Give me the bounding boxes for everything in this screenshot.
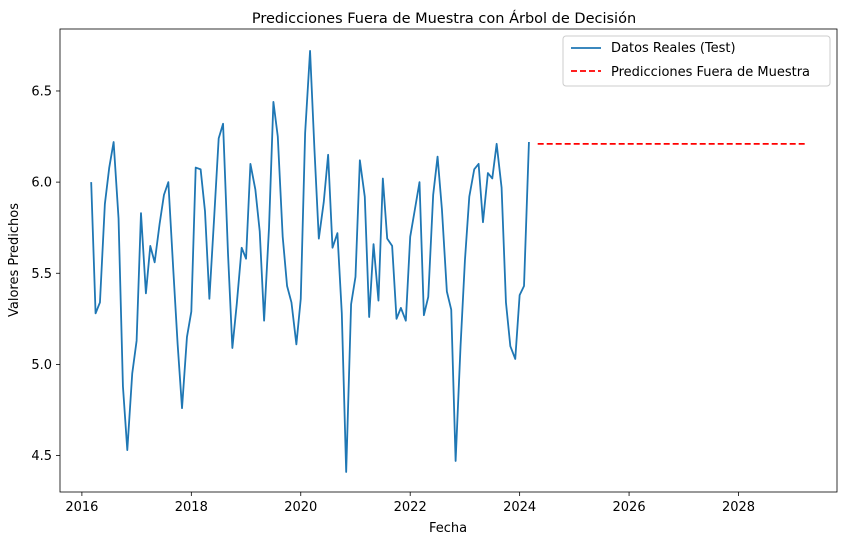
series-line-real bbox=[90, 49, 530, 473]
x-tick-label: 2020 bbox=[284, 500, 317, 515]
legend-label-forecast: Predicciones Fuera de Muestra bbox=[611, 65, 810, 80]
series-layer bbox=[90, 49, 807, 473]
y-tick-label: 6.5 bbox=[31, 84, 52, 99]
x-axis-label: Fecha bbox=[429, 521, 467, 536]
x-tick-label: 2018 bbox=[175, 500, 208, 515]
chart-title: Predicciones Fuera de Muestra con Árbol … bbox=[252, 10, 636, 27]
y-tick-label: 4.5 bbox=[31, 449, 52, 464]
plot-frame bbox=[59, 28, 838, 493]
y-tick-label: 5.5 bbox=[31, 267, 52, 282]
y-axis-label: Valores Predichos bbox=[7, 203, 22, 317]
legend-label-real: Datos Reales (Test) bbox=[611, 41, 736, 56]
x-tick-label: 2028 bbox=[722, 500, 755, 515]
y-tick-label: 6.0 bbox=[31, 176, 52, 191]
x-tick-label: 2016 bbox=[65, 500, 98, 515]
x-tick-label: 2024 bbox=[503, 500, 536, 515]
legend-box bbox=[562, 35, 831, 87]
x-tick-label: 2022 bbox=[394, 500, 427, 515]
axis-ticks: 2016 2018 2020 2022 2024 2026 2028 4.5 5.0 5.5 6.0… bbox=[31, 84, 755, 515]
y-tick-label: 5.0 bbox=[31, 358, 52, 373]
legend: Datos Reales (Test) Predicciones Fuera d… bbox=[562, 35, 831, 87]
x-tick-label: 2026 bbox=[613, 500, 646, 515]
